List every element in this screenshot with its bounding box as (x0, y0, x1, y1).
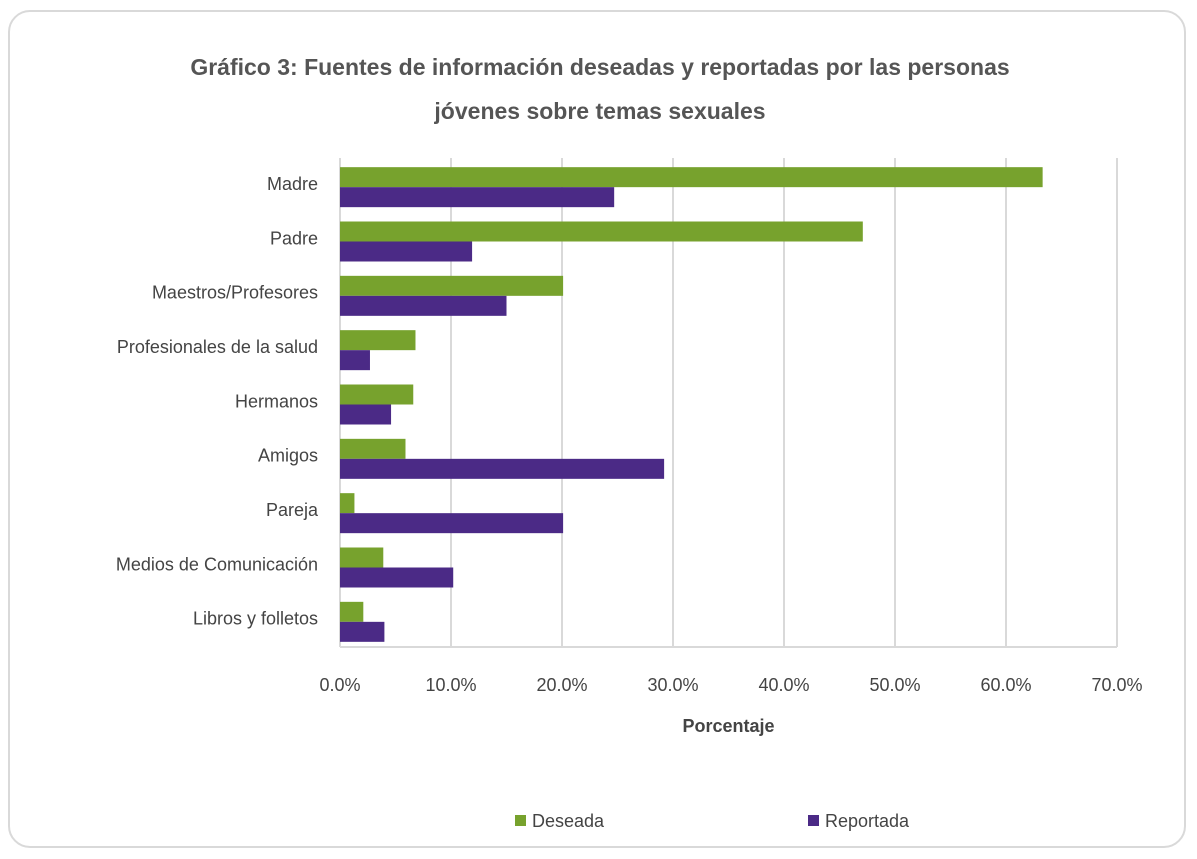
legend-label: Deseada (532, 811, 605, 831)
y-tick-label: Amigos (258, 446, 318, 466)
bar (340, 295, 507, 316)
bar (340, 241, 473, 262)
bar (340, 493, 355, 514)
bar (340, 438, 406, 459)
y-tick-label: Hermanos (235, 391, 318, 411)
x-tick-label: 70.0% (1091, 675, 1142, 695)
x-tick-label: 40.0% (758, 675, 809, 695)
bar (340, 330, 416, 351)
legend-label: Reportada (825, 811, 910, 831)
y-tick-label: Pareja (266, 500, 319, 520)
chart-title: Gráfico 3: Fuentes de información desead… (190, 54, 1010, 124)
bar (340, 621, 385, 642)
y-tick-label: Profesionales de la salud (117, 337, 318, 357)
bar (340, 458, 665, 479)
bar (340, 404, 392, 425)
x-tick-label: 0.0% (319, 675, 360, 695)
x-tick-label: 50.0% (869, 675, 920, 695)
bar (340, 547, 384, 568)
bar (340, 275, 564, 296)
chart-frame (8, 10, 1186, 848)
y-tick-label: Madre (267, 174, 318, 194)
x-axis-label: Porcentaje (682, 716, 774, 736)
x-tick-label: 60.0% (980, 675, 1031, 695)
y-tick-label: Medios de Comunicación (116, 554, 318, 574)
bar (340, 350, 370, 371)
bar (340, 567, 454, 588)
bar (340, 167, 1043, 188)
bar (340, 384, 414, 405)
legend-swatch (808, 815, 819, 826)
x-tick-label: 20.0% (536, 675, 587, 695)
y-tick-label: Padre (270, 228, 318, 248)
y-tick-label: Maestros/Profesores (152, 283, 318, 303)
legend-swatch (515, 815, 526, 826)
bar (340, 601, 364, 622)
y-tick-label: Libros y folletos (193, 609, 318, 629)
bar (340, 187, 615, 208)
x-tick-label: 10.0% (425, 675, 476, 695)
bar (340, 221, 863, 242)
x-tick-label: 30.0% (647, 675, 698, 695)
bar (340, 513, 564, 534)
